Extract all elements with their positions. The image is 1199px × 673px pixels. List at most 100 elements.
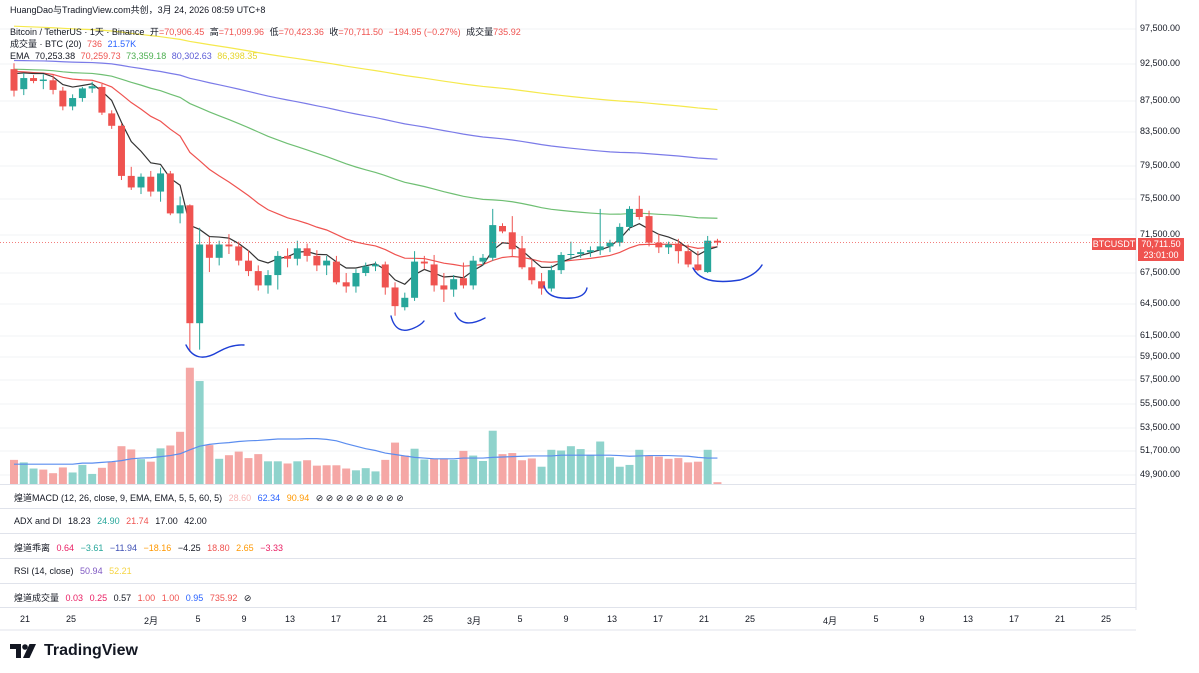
candle-body: [88, 86, 96, 89]
candle-body: [127, 175, 135, 188]
candle-body: [596, 246, 604, 251]
candle-body: [391, 287, 399, 307]
volume-bar: [654, 456, 663, 484]
adx-pane-legend[interactable]: ADX and DI 18.23 24.90 21.74 17.00 42.00: [14, 516, 207, 526]
volume-bar: [674, 458, 683, 484]
tradingview-logo-icon: [10, 644, 36, 658]
candle-body: [586, 250, 594, 253]
volume-bar: [410, 448, 419, 484]
volume-bar: [361, 468, 370, 484]
candle-body: [225, 244, 233, 247]
ema-legend[interactable]: EMA 70,253.38 70,259.73 73,359.18 80,302…: [10, 51, 258, 61]
annotation-curve: [185, 344, 245, 358]
candle-body: [186, 205, 194, 324]
volume-bar: [439, 458, 448, 484]
candle-body: [196, 244, 204, 324]
annotation-curve: [454, 312, 486, 324]
volume-bar: [576, 449, 585, 484]
annotation-curve: [543, 285, 588, 299]
volume-bar: [459, 450, 468, 484]
candle-body: [567, 254, 575, 255]
volume-bar: [703, 449, 712, 484]
price-tick: 51,700.00: [1140, 445, 1181, 455]
ohlc-legend: Bitcoin / TetherUS · 1天 · Binance 开=70,9…: [10, 27, 521, 37]
candle-body: [616, 226, 624, 243]
ema-line-5: [13, 72, 718, 285]
volume-bar: [547, 449, 556, 484]
volume-bar: [566, 446, 575, 484]
countdown-badge: 23:01:00: [1138, 250, 1184, 261]
volume-bar: [215, 458, 224, 484]
time-tick: 5: [517, 614, 523, 624]
symbol-badge: BTCUSDT: [1092, 238, 1136, 250]
candle-body: [645, 216, 653, 243]
volume-bar: [156, 448, 165, 484]
price-tick: 71,500.00: [1140, 229, 1181, 239]
volume-bar: [586, 454, 595, 484]
candle-body: [20, 78, 28, 90]
volume-bar: [332, 465, 341, 484]
time-tick: 5: [873, 614, 879, 624]
candle-body: [264, 275, 272, 286]
candle-body: [293, 248, 301, 259]
candle-body: [117, 125, 125, 176]
time-tick: 2月: [143, 616, 159, 626]
deviation-pane-legend[interactable]: 煌道乖离 0.64 −3.61 −11.94 −18.16 −4.25 18.8…: [14, 543, 283, 553]
candle-body: [420, 261, 428, 264]
volume-legend[interactable]: 成交量 · BTC (20) 736 21.57K: [10, 39, 137, 49]
volume-bar: [469, 455, 478, 484]
candle-body: [313, 255, 321, 266]
candle-body: [479, 257, 487, 262]
volume-bar: [596, 441, 605, 484]
volume-bar: [605, 457, 614, 484]
annotation-curve: [390, 315, 425, 331]
candle-body: [684, 251, 692, 265]
tradingview-logo[interactable]: TradingView: [10, 642, 138, 660]
volume-bar: [449, 459, 458, 484]
volume-bar: [684, 462, 693, 484]
time-tick: 4月: [822, 616, 838, 626]
candle-body: [626, 208, 634, 227]
candle-body: [176, 205, 184, 214]
price-tick: 83,500.00: [1140, 126, 1181, 136]
volume-bar: [68, 472, 77, 484]
volume-bar: [107, 462, 116, 484]
price-tick: 75,500.00: [1140, 193, 1181, 203]
volume-bar: [254, 454, 263, 484]
annotation-curve: [692, 264, 763, 283]
price-tick: 92,500.00: [1140, 58, 1181, 68]
candle-body: [49, 80, 57, 90]
candle-body: [235, 246, 243, 261]
volume-bar: [371, 471, 380, 484]
candle-body: [713, 240, 721, 243]
time-tick: 25: [422, 614, 434, 624]
candle-body: [450, 279, 458, 290]
volume-bar: [381, 459, 390, 484]
volume-bar: [713, 482, 722, 484]
rsi-pane-legend[interactable]: RSI (14, close) 50.94 52.21: [14, 566, 132, 576]
candle-body: [440, 285, 448, 290]
volume-bar: [635, 449, 644, 484]
volume-bar: [88, 473, 97, 484]
ema-line-120: [13, 59, 718, 160]
volume-pane-legend[interactable]: 煌道成交量 0.03 0.25 0.57 1.00 1.00 0.95 735.…: [14, 593, 252, 603]
volume-bar: [527, 458, 536, 484]
volume-bar: [176, 431, 185, 484]
volume-bar: [342, 468, 351, 484]
time-tick: 9: [919, 614, 925, 624]
volume-bar: [478, 460, 487, 484]
candle-body: [244, 260, 252, 272]
candle-body: [528, 267, 536, 281]
candle-body: [59, 90, 67, 107]
candle-body: [284, 255, 292, 259]
candle-body: [98, 86, 106, 113]
volume-bar: [39, 469, 48, 484]
time-tick: 25: [65, 614, 77, 624]
volume-bar: [78, 464, 87, 484]
time-tick: 17: [652, 614, 664, 624]
macd-pane-legend[interactable]: 煌道MACD (12, 26, close, 9, EMA, EMA, 5, 5…: [14, 493, 404, 503]
price-tick: 61,500.00: [1140, 330, 1181, 340]
volume-bar: [420, 459, 429, 484]
candle-body: [137, 176, 145, 188]
